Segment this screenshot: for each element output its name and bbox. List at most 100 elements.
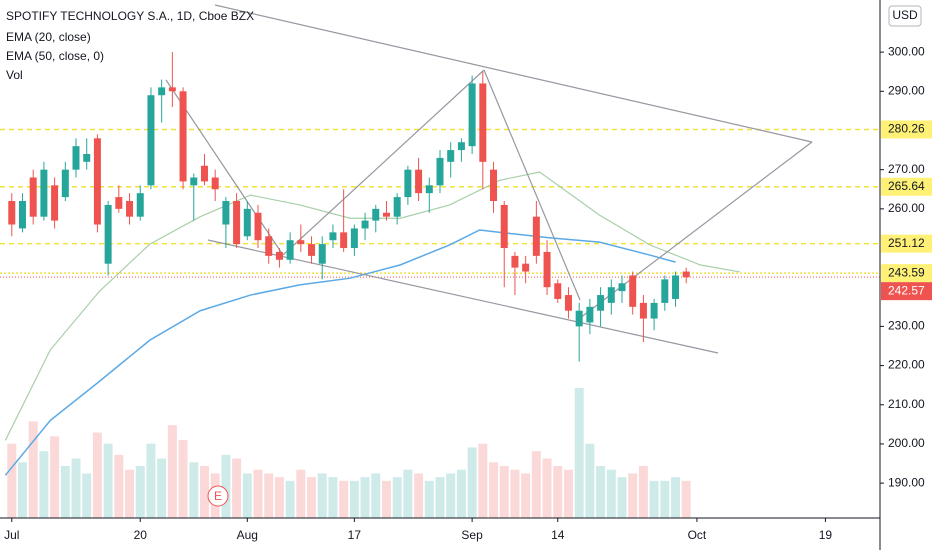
candle-body [350, 228, 358, 249]
level-label-box [881, 177, 932, 196]
candle-body [415, 169, 423, 194]
x-tick-label: 20 [134, 528, 148, 542]
candle-body [318, 244, 326, 264]
volume-bar [264, 473, 274, 518]
currency: USD [892, 8, 918, 22]
y-tick-label: 270.00 [888, 162, 925, 176]
volume-bar [531, 451, 541, 518]
candle-body [682, 271, 690, 278]
level-label: 251.12 [888, 236, 925, 250]
candle-body [393, 197, 401, 217]
candle-body [372, 208, 380, 221]
volume-bar [414, 473, 424, 518]
level-label: 243.59 [888, 265, 925, 279]
level-label: 280.26 [888, 122, 925, 136]
candle-body [18, 201, 26, 229]
volume-bar [617, 477, 627, 518]
volume-bar [135, 466, 145, 518]
volume-bar [307, 477, 317, 518]
volume-bar [146, 443, 156, 518]
candle-body [93, 138, 101, 225]
x-tick-label: 19 [819, 528, 833, 542]
volume-bar [221, 454, 231, 518]
volume-layer [7, 388, 691, 518]
volume-bar [60, 466, 70, 518]
candle-body [522, 263, 530, 272]
volume-bar [114, 454, 124, 518]
trendline [483, 69, 581, 301]
volume-bar [296, 469, 306, 518]
ema-line [4, 229, 676, 476]
trendline [282, 69, 485, 256]
candle-body [233, 201, 241, 245]
legend-entry: EMA (50, close, 0) [6, 49, 104, 63]
candle-body [254, 212, 262, 241]
volume-bar [360, 477, 370, 518]
candle-body [457, 142, 465, 151]
volume-bar [199, 466, 209, 518]
volume-bar [125, 469, 135, 518]
volume-bar [660, 480, 670, 518]
candle-body [661, 279, 669, 303]
candle-body [83, 153, 91, 162]
last-price-label: 242.57 [888, 283, 925, 297]
candle-body [490, 169, 498, 202]
volume-bar [82, 473, 92, 518]
candle-body [243, 208, 251, 237]
volume-bar [28, 421, 38, 518]
volume-bar [242, 473, 252, 518]
candle-body [511, 255, 519, 268]
candle-body [40, 169, 48, 217]
y-tick-label: 210.00 [888, 397, 925, 411]
earnings-label: E [214, 489, 222, 503]
level-label-box [881, 120, 932, 139]
volume-bar [681, 480, 691, 518]
candle-body [597, 295, 605, 311]
legend-entry: EMA (20, close) [6, 30, 91, 44]
volume-bar [649, 480, 659, 518]
candle-body [329, 232, 337, 241]
volume-bar [232, 458, 242, 518]
volume-bar [478, 443, 488, 518]
earnings-marker[interactable] [207, 485, 229, 507]
volume-bar [403, 469, 413, 518]
candle-body [618, 283, 626, 292]
candles-layer [8, 52, 690, 362]
legend-entry: Vol [6, 68, 23, 82]
volume-bar [563, 469, 573, 518]
candle-body [72, 146, 80, 170]
candle-body [104, 204, 112, 264]
candle-body [361, 220, 369, 229]
candle-body [190, 177, 198, 186]
candle-body [8, 201, 16, 225]
volume-bar [285, 480, 295, 518]
volume-bar [553, 466, 563, 518]
x-tick-label: Sep [461, 528, 483, 542]
volume-bar [638, 466, 648, 518]
volume-bar [178, 440, 188, 518]
volume-bar [456, 469, 466, 518]
volume-bar [489, 462, 499, 518]
y-tick-label: 200.00 [888, 436, 925, 450]
volume-bar [92, 432, 102, 518]
volume-bar [435, 477, 445, 518]
currency-box[interactable] [888, 5, 922, 27]
candle-body [179, 91, 187, 182]
volume-bar [7, 443, 17, 518]
candle-body [168, 87, 176, 92]
level-label-box [881, 264, 932, 283]
candle-body [51, 185, 59, 221]
volume-bar [542, 458, 552, 518]
volume-bar [157, 458, 167, 518]
candle-body [222, 201, 230, 225]
volume-bar [446, 473, 456, 518]
volume-bar [253, 469, 263, 518]
volume-bar [467, 447, 477, 518]
trendline [214, 4, 813, 143]
volume-bar [39, 451, 49, 518]
candle-body [136, 193, 144, 217]
axes: 300.00 290.00 270.00 260.00 230.00 220.00 210.… [4, 44, 932, 542]
candle-body [61, 169, 69, 198]
y-tick-label: 260.00 [888, 201, 925, 215]
